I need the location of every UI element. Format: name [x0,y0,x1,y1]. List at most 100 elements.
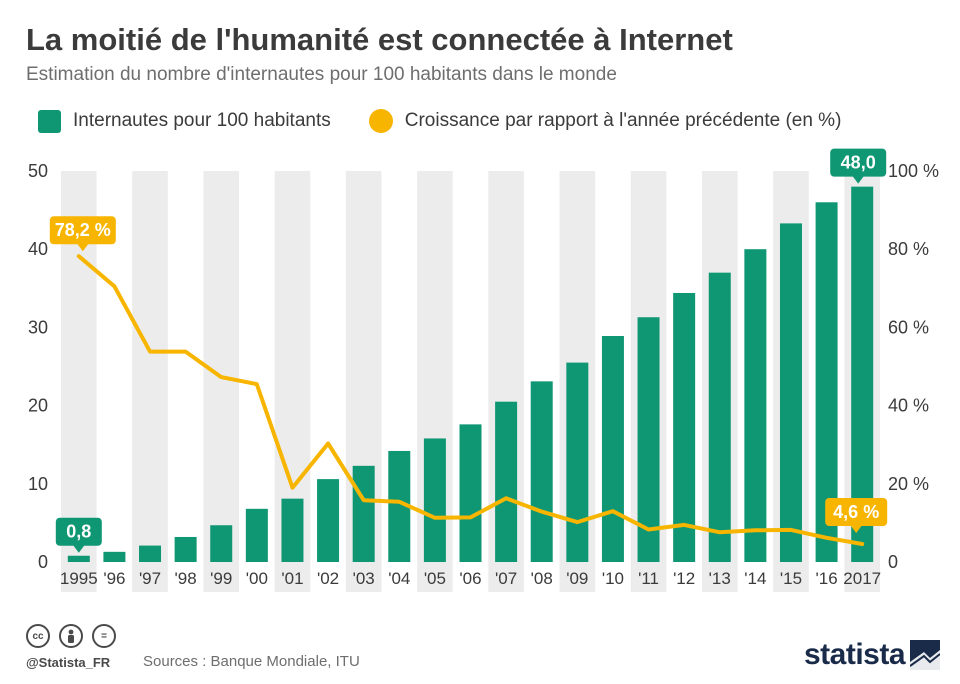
legend-label-line: Croissance par rapport à l'année précéde… [404,110,842,131]
bar-'10 [601,336,624,562]
x-axis-ticks: 1995 '96 '97 '98 '99 '00 '01 '02 '03 '04 '05 '06 '07… [60,569,881,588]
label-last-bar: 48,0 [830,148,887,184]
label-last-line: 4,6 % [825,498,888,534]
legend-swatch-bars [38,109,61,133]
label-first-line-box [49,216,116,245]
brand-name: statista [804,638,906,671]
chart-subtitle: Estimation du nombre d'internautes pour … [26,64,617,85]
label-first-line-pointer [76,243,89,252]
y-right-tick-label: 100 % [888,161,939,181]
bar-'06 [459,424,482,562]
x-tick-label: '07 [495,569,517,588]
y-right-tick-label: 60 % [888,317,929,337]
bar-'12 [673,292,696,562]
y-right-tick-label: 0 [888,552,898,572]
x-tick-label: '15 [780,569,802,588]
x-tick-label: '11 [638,569,659,588]
annotation-labels: 0,8 48,0 78,2 % 4,6 % [49,148,888,553]
x-tick-label: '12 [673,569,695,588]
y-left-tick-label: 10 [28,474,48,494]
bar-'15 [779,223,802,563]
twitter-handle: @Statista_FR [26,655,111,670]
legend-item-line: Croissance par rapport à l'année précéde… [368,109,842,133]
label-first-bar-pointer [72,544,85,553]
y-left-tick-label: 40 [28,239,48,259]
equals-icon: = [92,624,116,648]
bar-'96 [103,551,126,562]
sources-text: Sources : Banque Mondiale, ITU [143,653,360,670]
y-right-tick-label: 20 % [888,474,929,494]
label-first-bar: 0,8 [55,517,102,553]
y-right-tick-label: 80 % [888,239,929,259]
legend-swatch-line [368,109,393,133]
x-tick-label: '06 [459,569,481,588]
bar-'03 [352,465,375,562]
label-first-line: 78,2 % [49,216,116,252]
y-left-tick-label: 50 [28,161,48,181]
label-last-line-box [825,498,888,527]
x-tick-label: '03 [353,569,375,588]
background-band [203,171,240,592]
bar-series [67,186,874,563]
x-tick-label: '96 [103,569,125,588]
statista-mark-icon [910,640,941,670]
bar-1995 [67,555,90,562]
x-tick-label: 1995 [60,569,98,588]
y-left-tick-label: 0 [38,552,48,572]
label-first-bar-box [55,517,102,546]
bar-'13 [708,272,731,562]
growth-line [76,254,865,546]
x-tick-label: '13 [709,569,731,588]
x-tick-label: '00 [246,569,268,588]
bar-'05 [423,438,446,562]
x-tick-label: '16 [816,569,838,588]
bar-'99 [210,525,233,562]
bar-'02 [317,479,340,562]
y-right-tick-label: 40 % [888,396,929,416]
bar-'16 [815,202,838,562]
bar-'98 [174,536,197,562]
x-tick-label: '97 [139,569,161,588]
y-left-tick-label: 30 [28,317,48,337]
y-left-tick-label: 20 [28,396,48,416]
x-tick-label: '10 [602,569,624,588]
label-last-line-text: 4,6 % [833,502,879,522]
statista-logo: statista [804,638,941,672]
person-icon [59,624,83,648]
x-tick-label: '14 [744,569,766,588]
label-last-bar-box [830,148,887,177]
x-tick-label: '05 [424,569,446,588]
label-first-line-text: 78,2 % [55,220,111,240]
bar-'04 [388,450,411,562]
bar-'01 [281,498,304,562]
x-tick-label: '04 [388,569,410,588]
bar-'14 [744,249,767,562]
cc-icon: cc [26,624,50,648]
line-series [76,254,865,546]
x-tick-label: '08 [531,569,553,588]
x-tick-label: 2017 [843,569,881,588]
x-tick-label: '02 [317,569,339,588]
license-icons: cc = [26,624,125,648]
bar-'08 [530,381,553,562]
label-last-bar-pointer [852,175,865,184]
background-band [132,171,168,592]
chart-title: La moitié de l'humanité est connectée à … [26,22,733,57]
legend-item-bars: Internautes pour 100 habitants [38,109,331,133]
label-first-bar-text: 0,8 [66,522,91,542]
bar-'00 [245,508,268,562]
chart-svg: 1995 '96 '97 '98 '99 '00 '01 '02 '03 '04 '05 '06 '07… [28,148,939,592]
bar-2017 [851,186,874,562]
x-tick-label: '09 [566,569,588,588]
label-last-line-pointer [850,525,863,534]
legend-label-bars: Internautes pour 100 habitants [73,110,331,131]
bar-'97 [139,545,162,562]
label-last-bar-text: 48,0 [841,153,876,173]
x-tick-label: '98 [175,569,197,588]
bar-'09 [566,362,589,562]
legend: Internautes pour 100 habitants Croissanc… [38,108,879,134]
y-axis-left-ticks: 0 10 20 30 40 50 [28,161,48,572]
y-axis-right-ticks: 0 20 % 40 % 60 % 80 % 100 % [888,161,939,572]
bar-'07 [495,401,518,562]
bar-'11 [637,317,660,562]
